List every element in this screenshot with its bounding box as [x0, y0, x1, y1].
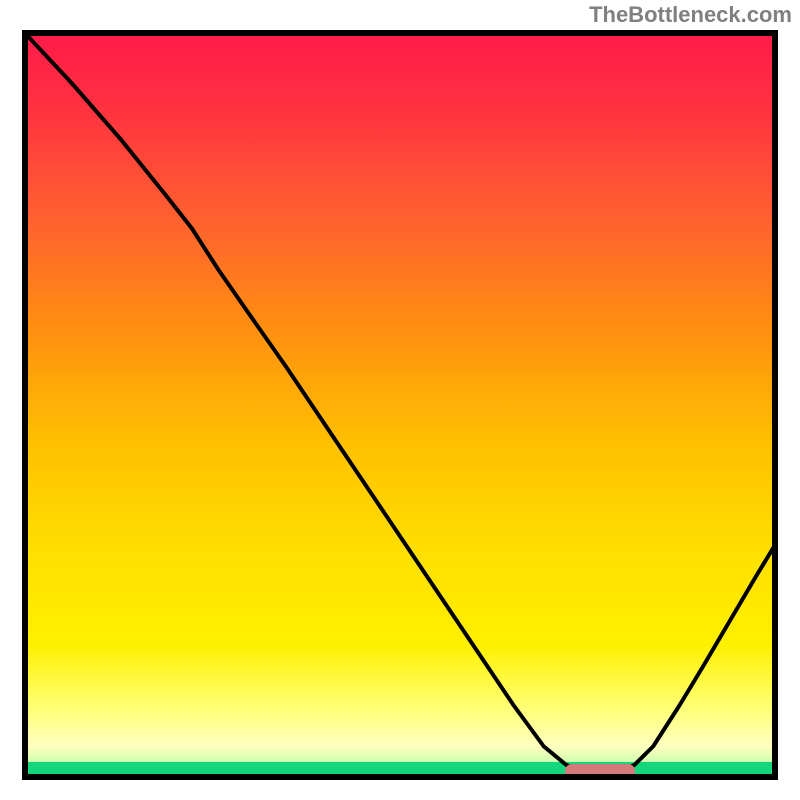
sweet-spot-marker — [565, 764, 635, 778]
plot-area — [22, 30, 778, 780]
gradient-background — [22, 30, 778, 780]
green-band — [22, 762, 778, 780]
chart-container: TheBottleneck.com — [0, 0, 800, 800]
watermark-text: TheBottleneck.com — [589, 2, 792, 28]
